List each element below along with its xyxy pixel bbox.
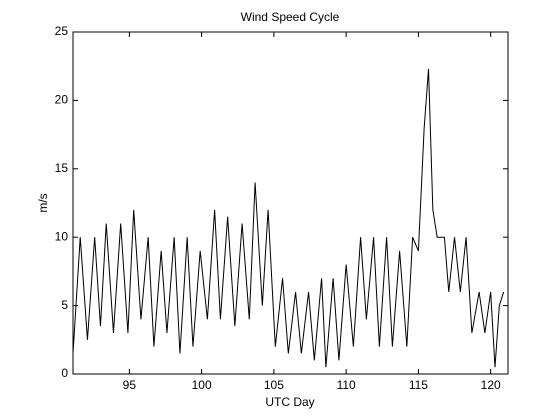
y-tick-label: 10	[55, 229, 69, 243]
x-tick-label: 110	[337, 378, 356, 392]
x-tick-label: 115	[409, 378, 428, 392]
y-tick-label: 5	[61, 298, 68, 312]
y-axis-label: m/s	[36, 193, 50, 212]
x-tick-label: 95	[123, 378, 137, 392]
chart-title: Wind Speed Cycle	[241, 10, 340, 24]
x-tick-label: 120	[481, 378, 501, 392]
y-tick-label: 15	[55, 161, 69, 175]
x-tick-label: 105	[264, 378, 284, 392]
x-tick-label: 100	[192, 378, 212, 392]
y-tick-label: 0	[61, 366, 68, 380]
y-tick-label: 20	[55, 93, 69, 107]
x-axis-label: UTC Day	[265, 395, 314, 409]
data-line	[72, 68, 505, 368]
y-tick-label: 25	[55, 24, 69, 38]
plot-frame	[72, 31, 509, 375]
